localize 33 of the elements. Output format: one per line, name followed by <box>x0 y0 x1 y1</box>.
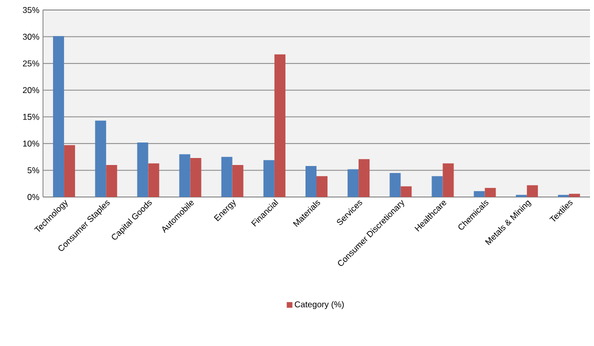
bar <box>526 185 538 197</box>
bar <box>179 154 190 197</box>
bar <box>64 145 76 197</box>
y-tick-label: 0% <box>28 194 40 200</box>
bar <box>148 163 160 197</box>
y-tick-label: 15% <box>23 114 40 120</box>
bar <box>358 159 370 197</box>
bar <box>484 188 496 197</box>
bar <box>106 164 118 197</box>
bar <box>442 163 454 197</box>
bar <box>474 191 485 197</box>
legend-label: Category (%) <box>294 301 344 310</box>
bar <box>263 160 274 197</box>
bar <box>53 36 64 197</box>
bar <box>306 166 317 197</box>
bar <box>274 54 286 197</box>
bar <box>568 194 580 197</box>
bar <box>390 172 401 197</box>
bar <box>221 156 232 197</box>
y-tick-label: 5% <box>28 167 40 174</box>
bar <box>432 176 443 197</box>
y-tick-label: 10% <box>23 140 40 147</box>
y-tick-label: 20% <box>22 87 40 94</box>
bar <box>190 158 202 197</box>
bar <box>95 120 106 197</box>
y-tick-label: 30% <box>22 34 40 40</box>
bar <box>137 142 148 197</box>
bar <box>316 176 328 197</box>
y-tick-label: 35% <box>22 7 40 13</box>
bar <box>348 169 359 197</box>
bar <box>232 164 244 197</box>
bar <box>400 186 412 197</box>
y-tick-label: 25% <box>22 60 40 66</box>
